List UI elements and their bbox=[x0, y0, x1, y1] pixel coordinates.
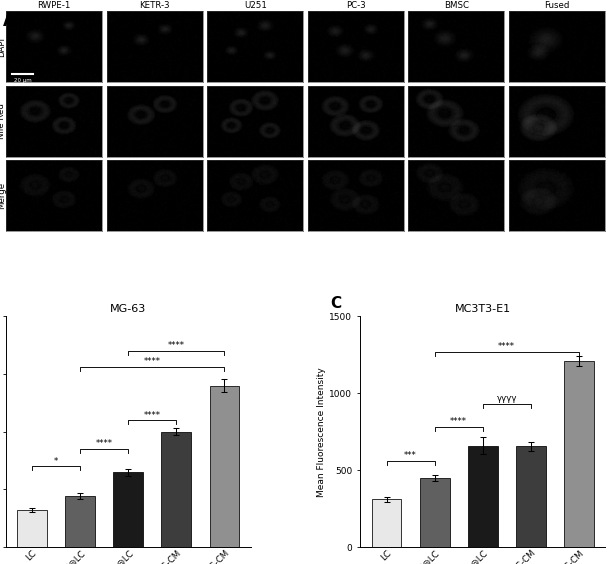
Bar bbox=[17, 510, 47, 547]
Bar bbox=[114, 472, 143, 547]
Bar bbox=[564, 361, 594, 547]
Text: ****: **** bbox=[144, 411, 161, 420]
Y-axis label: Mean Fluorescence Intensity: Mean Fluorescence Intensity bbox=[317, 367, 326, 497]
Bar bbox=[65, 496, 95, 547]
Y-axis label: Nile Red: Nile Red bbox=[0, 103, 7, 139]
Text: ****: **** bbox=[168, 341, 185, 350]
Text: γγγγ: γγγγ bbox=[497, 394, 517, 403]
Text: ****: **** bbox=[96, 439, 113, 448]
Title: RWPE-1: RWPE-1 bbox=[37, 1, 71, 10]
Title: U251: U251 bbox=[244, 1, 266, 10]
Text: ****: **** bbox=[450, 417, 467, 426]
Title: PC-3: PC-3 bbox=[346, 1, 365, 10]
Y-axis label: Merge: Merge bbox=[0, 182, 7, 209]
Title: MG-63: MG-63 bbox=[110, 305, 147, 314]
Bar bbox=[468, 446, 497, 547]
Bar bbox=[371, 499, 401, 547]
Text: A: A bbox=[3, 14, 15, 29]
Text: ***: *** bbox=[404, 451, 417, 460]
Bar bbox=[516, 446, 546, 547]
Title: BMSC: BMSC bbox=[444, 1, 469, 10]
Text: C: C bbox=[330, 296, 341, 311]
Y-axis label: DAPI: DAPI bbox=[0, 37, 7, 57]
Title: KETR-3: KETR-3 bbox=[139, 1, 170, 10]
Text: *: * bbox=[54, 457, 58, 466]
Bar bbox=[161, 432, 191, 547]
Text: 20 μm: 20 μm bbox=[14, 77, 32, 82]
Title: MC3T3-E1: MC3T3-E1 bbox=[455, 305, 511, 314]
Text: ****: **** bbox=[144, 358, 161, 367]
Title: Fused: Fused bbox=[544, 1, 569, 10]
Bar bbox=[420, 478, 450, 547]
Text: ****: **** bbox=[498, 342, 515, 351]
Bar bbox=[210, 386, 240, 547]
